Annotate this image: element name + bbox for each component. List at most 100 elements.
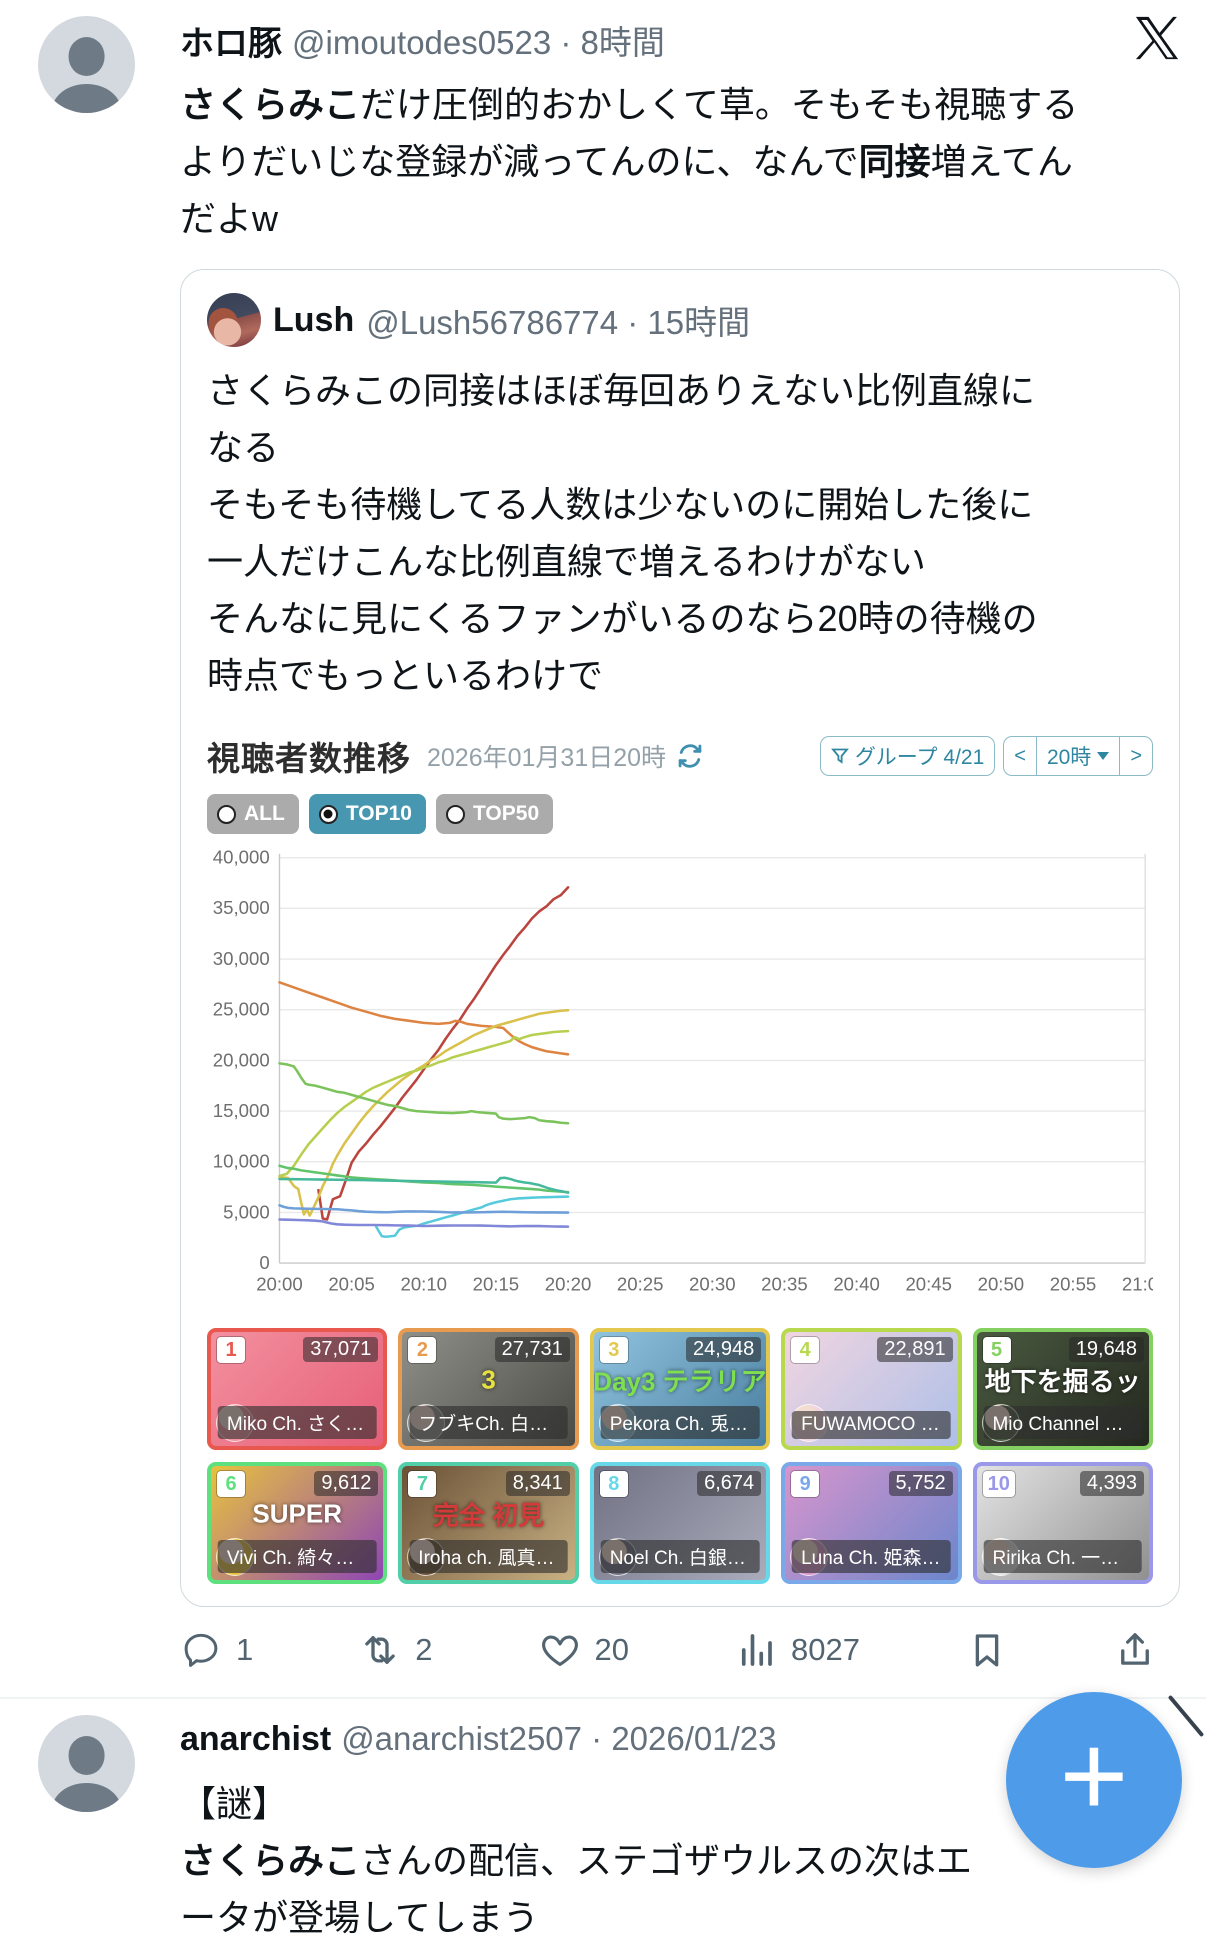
handle-and-time[interactable]: @imoutodes0523 · 8時間 [292, 24, 665, 61]
thumbnail-grid: 1 37,071 Miko Ch. さくらみこ 3 2 27,731 フブキCh. 白上フブ… [207, 1328, 1153, 1585]
channel-caption: Pekora Ch. 兎田ぺこら [600, 1406, 760, 1440]
thumbnail: 完全 初見7 8,341 Iroha ch. 風真いろは [398, 1462, 579, 1585]
thumbnail-overlay-text: Day3 テラリア [593, 1366, 767, 1397]
line-chart: 0 5,000 10,000 15,000 20,000 25,000 30,000 35,0… [207, 842, 1153, 1310]
svg-text:0: 0 [259, 1252, 269, 1273]
tab-top50: TOP50 [435, 794, 554, 834]
thumbnail-overlay-text: 完全 初見 [432, 1500, 545, 1531]
chevron-down-icon [1097, 752, 1110, 760]
reply-button[interactable]: 1 [180, 1629, 253, 1671]
svg-text:20:45: 20:45 [905, 1274, 952, 1295]
svg-text:20:35: 20:35 [761, 1274, 808, 1295]
svg-text:20:40: 20:40 [833, 1274, 880, 1295]
handle-and-time[interactable]: @anarchist2507 · 2026/01/23 [341, 1720, 777, 1758]
repost-button[interactable]: 2 [359, 1629, 433, 1671]
svg-text:40,000: 40,000 [213, 847, 270, 868]
thumbnail-overlay-text: SUPER [252, 1498, 342, 1529]
viewer-count: 4,393 [1079, 1471, 1144, 1497]
hour-next-button: > [1119, 737, 1152, 775]
share-button[interactable] [1114, 1629, 1156, 1671]
repost-icon [359, 1629, 401, 1671]
quoted-handle-and-time: @Lush56786774 · 15時間 [366, 304, 751, 341]
rank-badge: 1 [217, 1337, 245, 1364]
display-name[interactable]: anarchist [180, 1719, 332, 1758]
chart-image[interactable]: 視聴者数推移 2026年01月31日20時 グループ 4/21 [207, 732, 1153, 1585]
svg-text:30,000: 30,000 [213, 948, 270, 969]
radio-icon [318, 804, 338, 824]
viewer-count: 6,674 [697, 1471, 762, 1497]
thumbnail: 10 4,393 Ririka Ch. 一条莉々華 [972, 1462, 1153, 1585]
svg-text:20:55: 20:55 [1050, 1274, 1097, 1295]
rank-badge: 6 [217, 1471, 245, 1498]
chart-title: 視聴者数推移 [207, 740, 411, 777]
svg-text:20:05: 20:05 [328, 1274, 375, 1295]
viewer-count: 19,648 [1068, 1337, 1144, 1363]
tab-all: ALL [207, 794, 299, 834]
svg-text:10,000: 10,000 [213, 1151, 270, 1172]
rank-badge: 7 [408, 1471, 437, 1498]
svg-text:25,000: 25,000 [213, 999, 270, 1020]
svg-text:20:50: 20:50 [978, 1274, 1025, 1295]
chart-date: 2026年01月31日20時 [427, 744, 667, 772]
refresh-icon [676, 742, 704, 770]
svg-text:20:20: 20:20 [545, 1274, 592, 1295]
thumbnail: 1 37,071 Miko Ch. さくらみこ [207, 1328, 388, 1451]
tab-top10: TOP10 [308, 794, 426, 834]
thumbnail: 3 2 27,731 フブキCh. 白上フブキ [398, 1328, 579, 1451]
group-filter-button: グループ 4/21 [819, 736, 996, 776]
heart-icon [539, 1629, 581, 1671]
channel-caption: FUWAMOCO Ch. hololive [792, 1411, 951, 1440]
svg-text:20:00: 20:00 [256, 1274, 303, 1295]
viewer-count: 8,341 [505, 1471, 570, 1497]
svg-text:15,000: 15,000 [213, 1100, 270, 1121]
channel-caption: フブキCh. 白上フブキ [409, 1406, 568, 1440]
avatar[interactable] [38, 16, 135, 113]
viewer-count: 9,612 [314, 1471, 379, 1497]
svg-text:20:15: 20:15 [473, 1274, 520, 1295]
like-button[interactable]: 20 [539, 1629, 629, 1671]
views-count: 8027 [790, 1632, 860, 1668]
hour-selector: < 20時 > [1003, 736, 1153, 776]
svg-text:21:00: 21:00 [1122, 1274, 1153, 1295]
display-name[interactable]: ホロ豚 [180, 24, 282, 63]
tweet-divider [0, 1697, 1206, 1700]
quoted-tweet[interactable]: Lush @Lush56786774 · 15時間 さくらみこの同接はほぼ毎回あ… [180, 269, 1180, 1608]
bookmark-icon [966, 1629, 1008, 1671]
channel-caption: Miko Ch. さくらみこ [217, 1406, 377, 1440]
share-icon [1114, 1629, 1156, 1671]
scope-tabs: ALL TOP10 TOP50 [207, 794, 1153, 834]
thumbnail: SUPER 6 9,612 Vivi Ch. 綺々羅々ヴィヴィ [207, 1462, 388, 1585]
radio-icon [445, 804, 465, 824]
viewer-count: 27,731 [494, 1337, 570, 1363]
plus-icon: + [1059, 1710, 1129, 1842]
channel-caption: Ririka Ch. 一条莉々華 [983, 1540, 1143, 1574]
radio-icon [217, 804, 236, 824]
thumbnail-overlay-text: 地下を掘るッ [984, 1366, 1141, 1397]
svg-text:20:25: 20:25 [617, 1274, 664, 1295]
rank-badge: 8 [599, 1471, 628, 1498]
avatar[interactable] [38, 1715, 135, 1813]
channel-caption: Noel Ch. 白銀ノエル [600, 1540, 760, 1574]
channel-caption: Luna Ch. 姫森ルーナ [792, 1540, 951, 1574]
quoted-avatar[interactable] [207, 293, 261, 347]
thumbnail: 4 22,891 FUWAMOCO Ch. hololive [781, 1328, 962, 1451]
views-button[interactable]: 8027 [735, 1629, 860, 1671]
bookmark-button[interactable] [966, 1629, 1008, 1671]
thumbnail: 8 6,674 Noel Ch. 白銀ノエル [589, 1462, 771, 1585]
like-count: 20 [594, 1632, 629, 1668]
reply-count: 1 [236, 1632, 254, 1668]
channel-caption: Vivi Ch. 綺々羅々ヴィヴィ [217, 1540, 377, 1574]
hour-prev-button: < [1014, 745, 1026, 767]
rank-badge: 3 [599, 1337, 628, 1364]
svg-text:20:30: 20:30 [689, 1274, 736, 1295]
reply-icon [180, 1629, 222, 1671]
tweet[interactable]: ホロ豚 @imoutodes0523 · 8時間 さくらみこだけ圧倒的おかしくて… [0, 0, 1206, 1671]
viewer-count: 37,071 [303, 1337, 379, 1363]
compose-button[interactable]: + [1006, 1692, 1182, 1868]
rank-badge: 10 [982, 1471, 1015, 1498]
svg-text:35,000: 35,000 [213, 897, 270, 918]
page: { "tweet1": { "name": "ホロ豚", "meta": "@i… [0, 0, 1206, 1882]
repost-count: 2 [415, 1632, 433, 1668]
